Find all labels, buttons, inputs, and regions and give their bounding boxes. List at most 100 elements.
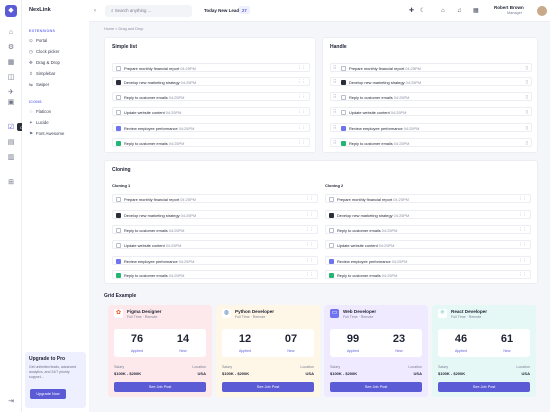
- list-item[interactable]: Reply to customer emails 04:25PM ⋮⋮: [112, 138, 310, 147]
- sidebar-item-lucide[interactable]: ✦ Lucide: [29, 120, 49, 125]
- sidebar-item-flaticon[interactable]: ♢ Flaticon: [29, 109, 52, 114]
- list-item[interactable]: Prepare monthly financial report 04:25PM…: [112, 194, 318, 203]
- list-item[interactable]: Review employee performance 04:25PM ⋮⋮: [325, 256, 531, 265]
- avatar[interactable]: [537, 6, 547, 16]
- logout-icon[interactable]: ⇥: [8, 398, 14, 405]
- home-icon[interactable]: ⌂: [8, 29, 14, 36]
- checkbox[interactable]: [341, 94, 346, 100]
- list-item[interactable]: Review employee performance 04:25PM ⋮⋮: [112, 256, 318, 265]
- plus-box-icon[interactable]: ⊞: [8, 179, 14, 186]
- notification-icon[interactable]: ♫: [457, 8, 462, 14]
- list-item[interactable]: Prepare monthly financial report 04:25PM…: [112, 63, 310, 72]
- checkbox[interactable]: [116, 140, 121, 146]
- sidebar-item-font-awesome[interactable]: ⚑ Font Awesome: [29, 131, 65, 136]
- checkbox[interactable]: [116, 65, 121, 71]
- checkbox[interactable]: [329, 196, 334, 202]
- list-item[interactable]: ⠿ Develop new marketing strategy 04:25PM ▯: [330, 77, 532, 86]
- checkbox[interactable]: [329, 212, 334, 218]
- upgrade-button[interactable]: Upgrade Now: [30, 389, 66, 399]
- drag-handle-icon[interactable]: ⋮⋮: [305, 212, 314, 217]
- list-item[interactable]: ⠿ Update website content 04:25PM ▯: [330, 107, 532, 116]
- drag-handle-icon[interactable]: ⋮⋮: [518, 212, 527, 217]
- drag-handle-icon[interactable]: ⋮⋮: [305, 258, 314, 263]
- see-job-post-button[interactable]: See Job Post: [114, 382, 206, 392]
- drag-handle-icon[interactable]: ⋮⋮: [297, 140, 306, 145]
- chat-icon[interactable]: ◫: [7, 74, 15, 81]
- gear-icon[interactable]: ⚙: [7, 44, 15, 51]
- rocket-icon[interactable]: ✈: [8, 89, 14, 96]
- list-item[interactable]: ⠿ Review employee performance 04:25PM ▯: [330, 123, 532, 132]
- list-item[interactable]: Reply to customer emails 04:25PM ⋮⋮: [325, 225, 531, 234]
- delete-icon[interactable]: ▯: [525, 109, 528, 114]
- drag-handle-icon[interactable]: ⠿: [333, 125, 337, 130]
- list-item[interactable]: Reply to customer emails 04:25PM ⋮⋮: [325, 270, 531, 279]
- drag-handle-icon[interactable]: ⋮⋮: [518, 258, 527, 263]
- list-item[interactable]: Update website content 04:25PM ⋮⋮: [112, 107, 310, 116]
- delete-icon[interactable]: ▯: [525, 94, 528, 99]
- list-item[interactable]: Reply to customer emails 04:25PM ⋮⋮: [112, 270, 318, 279]
- drag-handle-icon[interactable]: ⠿: [333, 94, 337, 99]
- delete-icon[interactable]: ▯: [525, 140, 528, 145]
- checkbox[interactable]: [341, 79, 346, 85]
- checkbox[interactable]: [341, 109, 346, 115]
- checklist-icon[interactable]: ☑: [7, 124, 15, 131]
- grid-icon[interactable]: ▣: [7, 99, 15, 106]
- checkbox[interactable]: [329, 227, 334, 233]
- checkbox[interactable]: [116, 258, 121, 264]
- checkbox[interactable]: [329, 242, 334, 248]
- drag-handle-icon[interactable]: ⋮⋮: [297, 79, 306, 84]
- drag-handle-icon[interactable]: ⠿: [333, 109, 337, 114]
- drag-handle-icon[interactable]: ⋮⋮: [305, 242, 314, 247]
- search-input[interactable]: ⌕ Search anything ...: [105, 5, 192, 17]
- drag-handle-icon[interactable]: ⋮⋮: [297, 65, 306, 70]
- see-job-post-button[interactable]: See Job Post: [330, 382, 422, 392]
- checkbox[interactable]: [329, 272, 334, 278]
- drag-handle-icon[interactable]: ⋮⋮: [518, 227, 527, 232]
- drag-handle-icon[interactable]: ⋮⋮: [518, 272, 527, 277]
- drag-handle-icon[interactable]: ⋮⋮: [305, 196, 314, 201]
- list-item[interactable]: Review employee performance 04:25PM ⋮⋮: [112, 123, 310, 132]
- checkbox[interactable]: [329, 258, 334, 264]
- checkbox[interactable]: [116, 227, 121, 233]
- checkbox[interactable]: [116, 125, 121, 131]
- delete-icon[interactable]: ▯: [525, 65, 528, 70]
- checkbox[interactable]: [341, 140, 346, 146]
- drag-handle-icon[interactable]: ⋮⋮: [297, 109, 306, 114]
- drag-handle-icon[interactable]: ⋮⋮: [518, 196, 527, 201]
- app-logo-icon[interactable]: ◆: [5, 5, 17, 17]
- cart-icon[interactable]: ⌂: [441, 8, 445, 14]
- list-item[interactable]: Reply to customer emails 04:25PM ⋮⋮: [112, 92, 310, 101]
- list-item[interactable]: Develop new marketing strategy 04:25PM ⋮⋮: [112, 210, 318, 219]
- checkbox[interactable]: [116, 212, 121, 218]
- list-item[interactable]: Develop new marketing strategy 04:25PM ⋮⋮: [325, 210, 531, 219]
- calendar-icon[interactable]: ▦: [7, 59, 15, 66]
- drag-handle-icon[interactable]: ⠿: [333, 79, 337, 84]
- checkbox[interactable]: [116, 109, 121, 115]
- list-item[interactable]: ⠿ Reply to customer emails 04:25PM ▯: [330, 138, 532, 147]
- checkbox[interactable]: [116, 79, 121, 85]
- drag-handle-icon[interactable]: ⋮⋮: [518, 242, 527, 247]
- sidebar-item-drag-drop[interactable]: ✥ Drag & Drop: [29, 60, 60, 65]
- checkbox[interactable]: [116, 242, 121, 248]
- drag-handle-icon[interactable]: ⠿: [333, 140, 337, 145]
- drag-handle-icon[interactable]: ⋮⋮: [305, 272, 314, 277]
- checkbox[interactable]: [116, 272, 121, 278]
- checkbox[interactable]: [116, 94, 121, 100]
- sidebar-item-portal[interactable]: ⊙ Portal: [29, 38, 48, 43]
- checkbox[interactable]: [341, 125, 346, 131]
- breadcrumb[interactable]: Home > Drag and Drop: [104, 27, 144, 31]
- checkbox[interactable]: [116, 196, 121, 202]
- sidebar-item-simplebar[interactable]: ⇕ Simplebar: [29, 71, 56, 76]
- delete-icon[interactable]: ▯: [525, 79, 528, 84]
- collapse-sidebar-icon[interactable]: ‹: [94, 8, 96, 14]
- see-job-post-button[interactable]: See Job Post: [438, 382, 530, 392]
- list-item[interactable]: ⠿ Reply to customer emails 04:25PM ▯: [330, 92, 532, 101]
- list-item[interactable]: Update website content 04:25PM ⋮⋮: [325, 240, 531, 249]
- list-item[interactable]: Update website content 04:25PM ⋮⋮: [112, 240, 318, 249]
- list-item[interactable]: Develop new marketing strategy 04:25PM ⋮⋮: [112, 77, 310, 86]
- drag-handle-icon[interactable]: ⋮⋮: [305, 227, 314, 232]
- drag-handle-icon[interactable]: ⋮⋮: [297, 94, 306, 99]
- sidebar-item-clock-picker[interactable]: ◷ Clock picker: [29, 49, 60, 54]
- list-item[interactable]: ⠿ Prepare monthly financial report 04:25P…: [330, 63, 532, 72]
- theme-toggle-icon[interactable]: ☾: [420, 8, 426, 14]
